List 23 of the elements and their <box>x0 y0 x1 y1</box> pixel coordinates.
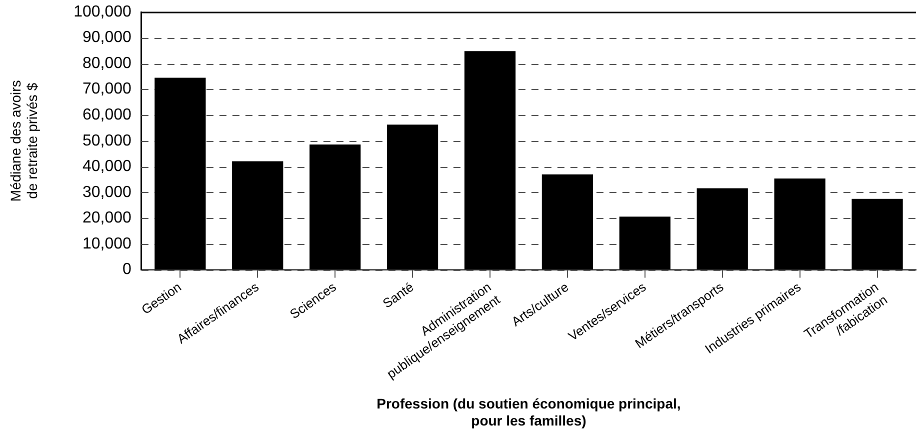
bar <box>232 161 284 270</box>
y-tick-label: 60,000 <box>82 106 132 124</box>
bar <box>696 188 748 270</box>
x-axis-title: Profession (du soutien économique principal, pour les familles) <box>376 396 681 428</box>
y-tick-label: 50,000 <box>82 132 132 150</box>
y-tick-label: 100,000 <box>74 3 132 20</box>
y-tick-label: 80,000 <box>82 54 132 72</box>
y-tick-label: 70,000 <box>82 80 132 98</box>
bar <box>619 216 670 270</box>
y-tick-label: 10,000 <box>82 235 132 252</box>
bar <box>386 124 438 270</box>
bar <box>464 51 516 270</box>
y-tick-label: 20,000 <box>82 210 132 227</box>
y-tick-label: 30,000 <box>82 184 132 201</box>
y-axis-title: Médiane des avoirs de retraite privés $ <box>7 80 40 202</box>
bar <box>154 78 206 270</box>
bar <box>852 198 903 270</box>
y-tick-label: 90,000 <box>82 29 132 46</box>
bar <box>542 174 594 270</box>
y-tick-label: 40,000 <box>82 158 132 176</box>
y-tick-label: 0 <box>122 261 132 278</box>
bar <box>774 178 826 270</box>
bar <box>310 144 361 270</box>
